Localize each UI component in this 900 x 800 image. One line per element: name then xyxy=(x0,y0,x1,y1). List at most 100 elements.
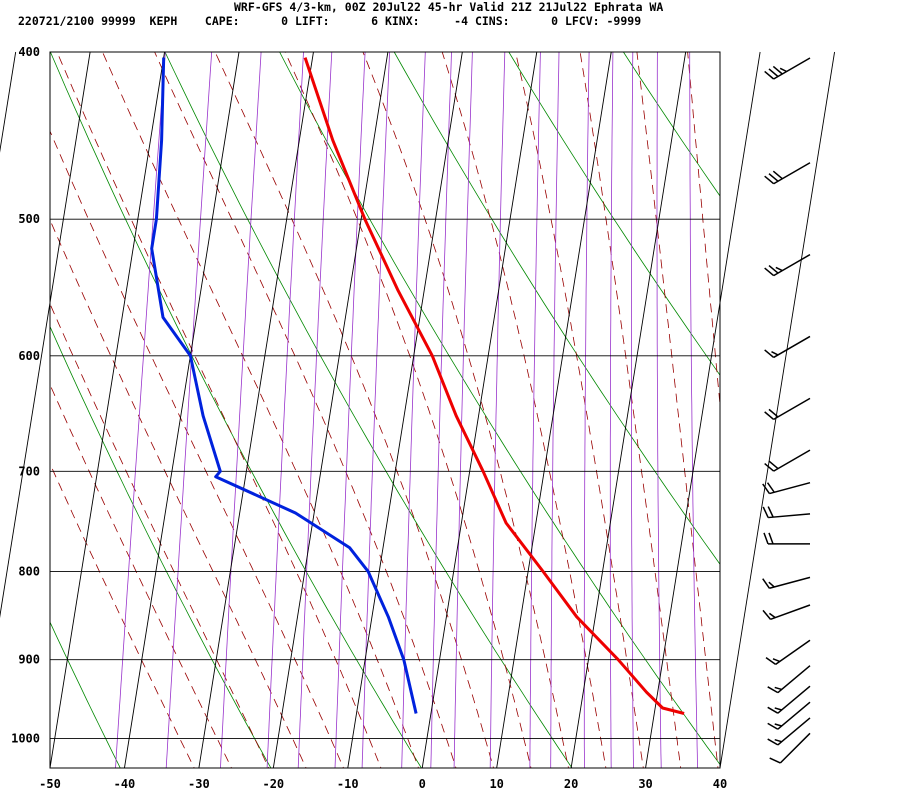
axis-tick-labels: -50 -40 -30 -20 -10 0 10 20 30 40 400 500 600 700 800 9… xyxy=(11,45,727,791)
saturated-adiabat-line xyxy=(687,52,720,409)
wind-barb-staff xyxy=(769,481,811,495)
dry-adiabat-line xyxy=(164,52,573,768)
x-tick-label: -20 xyxy=(262,777,284,791)
wind-barb-full-feather xyxy=(769,757,781,764)
wind-barb xyxy=(764,449,811,472)
saturated-adiabat-line xyxy=(50,130,344,768)
isotherm-line xyxy=(421,51,538,769)
isotherm-line xyxy=(0,51,17,153)
wind-barb-half-feather xyxy=(768,612,776,619)
wind-barb-full-feather xyxy=(762,578,771,589)
x-tick-label: 30 xyxy=(638,777,652,791)
wind-barb xyxy=(762,506,811,519)
y-tick-label: 800 xyxy=(18,564,40,578)
isotherm-line xyxy=(0,51,91,619)
grid-lines xyxy=(0,51,836,769)
wind-barbs xyxy=(762,57,811,764)
mixing-ratio-line xyxy=(631,52,634,768)
wind-barb-full-feather xyxy=(767,506,774,518)
y-tick-label: 1000 xyxy=(11,732,40,746)
x-tick-label: 40 xyxy=(713,777,727,791)
wind-barb xyxy=(769,732,811,764)
mixing-ratio-line xyxy=(115,52,166,768)
wind-barb-full-feather xyxy=(768,68,779,78)
mixing-ratio-line xyxy=(165,52,213,768)
wind-barb xyxy=(767,717,811,746)
wind-barb-full-feather xyxy=(767,738,779,746)
saturated-adiabat-line xyxy=(154,52,457,768)
isotherm-line xyxy=(272,51,389,769)
wind-barb-staff xyxy=(777,717,811,746)
wind-barb-full-feather xyxy=(768,173,779,182)
wind-barb xyxy=(767,701,811,730)
saturated-adiabat-line xyxy=(102,52,419,768)
saturated-adiabat-line xyxy=(50,302,270,768)
isotherm-line xyxy=(645,51,761,769)
x-tick-label: 0 xyxy=(419,777,426,791)
wind-barb-half-feather xyxy=(774,707,782,711)
wind-barb xyxy=(762,604,811,621)
dry-adiabat-line xyxy=(508,52,720,376)
saturated-adiabat-line xyxy=(214,52,494,768)
dewpoint-trace xyxy=(150,57,418,714)
wind-barb xyxy=(764,335,811,359)
wind-barb-staff xyxy=(773,335,811,359)
wind-barb-full-feather xyxy=(762,483,771,494)
dry-adiabat-line xyxy=(393,52,720,565)
mixing-ratio-line xyxy=(220,52,262,768)
wind-barb xyxy=(762,481,811,495)
wind-barb xyxy=(763,532,810,545)
mixing-ratio-line xyxy=(529,52,541,768)
wind-barb xyxy=(767,685,811,714)
wind-barb-half-feather xyxy=(779,67,787,73)
wind-barb-half-feather xyxy=(772,658,780,663)
wind-barb-full-feather xyxy=(764,349,775,359)
saturated-adiabat-line xyxy=(56,52,382,768)
mixing-ratio-line xyxy=(550,52,560,768)
wind-barb-staff xyxy=(773,162,811,185)
wind-barb-staff xyxy=(768,513,811,519)
wind-barb-staff xyxy=(773,449,811,472)
saturated-adiabat-line xyxy=(636,52,719,768)
wind-barb-half-feather xyxy=(774,723,782,727)
saturated-adiabat-line xyxy=(50,462,195,768)
wind-barb-full-feather xyxy=(763,532,769,545)
wind-barb-full-feather xyxy=(764,462,775,472)
wind-barb-full-feather xyxy=(765,657,777,665)
saturated-adiabat-line xyxy=(579,52,682,768)
sounding-traces xyxy=(150,57,685,715)
wind-barb-full-feather xyxy=(764,175,775,185)
wind-barb-staff xyxy=(777,665,811,694)
mixing-ratio-line xyxy=(430,52,452,768)
mixing-ratio-line xyxy=(689,52,698,768)
wind-barb xyxy=(764,57,811,80)
wind-barb-half-feather xyxy=(771,351,779,356)
wind-barb-full-feather xyxy=(766,482,775,493)
y-tick-label: 700 xyxy=(18,464,40,478)
wind-barb xyxy=(764,162,811,185)
wind-barb-staff xyxy=(769,576,811,589)
wind-barb xyxy=(764,253,811,277)
wind-barb-full-feather xyxy=(772,65,783,75)
wind-barb-full-feather xyxy=(764,267,775,277)
isotherm-line xyxy=(570,51,687,769)
wind-barb-full-feather xyxy=(767,722,779,730)
wind-barb-staff xyxy=(779,732,811,764)
wind-barb-staff xyxy=(777,701,811,730)
isotherm-line xyxy=(496,51,612,769)
isotherm-line xyxy=(719,51,836,769)
dry-adiabat-line xyxy=(50,52,422,768)
wind-barb-full-feather xyxy=(762,506,769,518)
wind-barb xyxy=(762,576,811,589)
wind-barb-half-feather xyxy=(774,686,782,691)
wind-barb-full-feather xyxy=(767,706,779,714)
y-tick-label: 500 xyxy=(18,212,40,226)
temperature-trace xyxy=(303,57,685,715)
wind-barb-full-feather xyxy=(762,609,772,620)
wind-barb-staff xyxy=(777,685,811,714)
saturated-adiabat-line xyxy=(50,383,232,768)
wind-barb xyxy=(767,665,811,694)
wind-barb-half-feather xyxy=(768,581,775,588)
wind-barb xyxy=(765,639,811,665)
